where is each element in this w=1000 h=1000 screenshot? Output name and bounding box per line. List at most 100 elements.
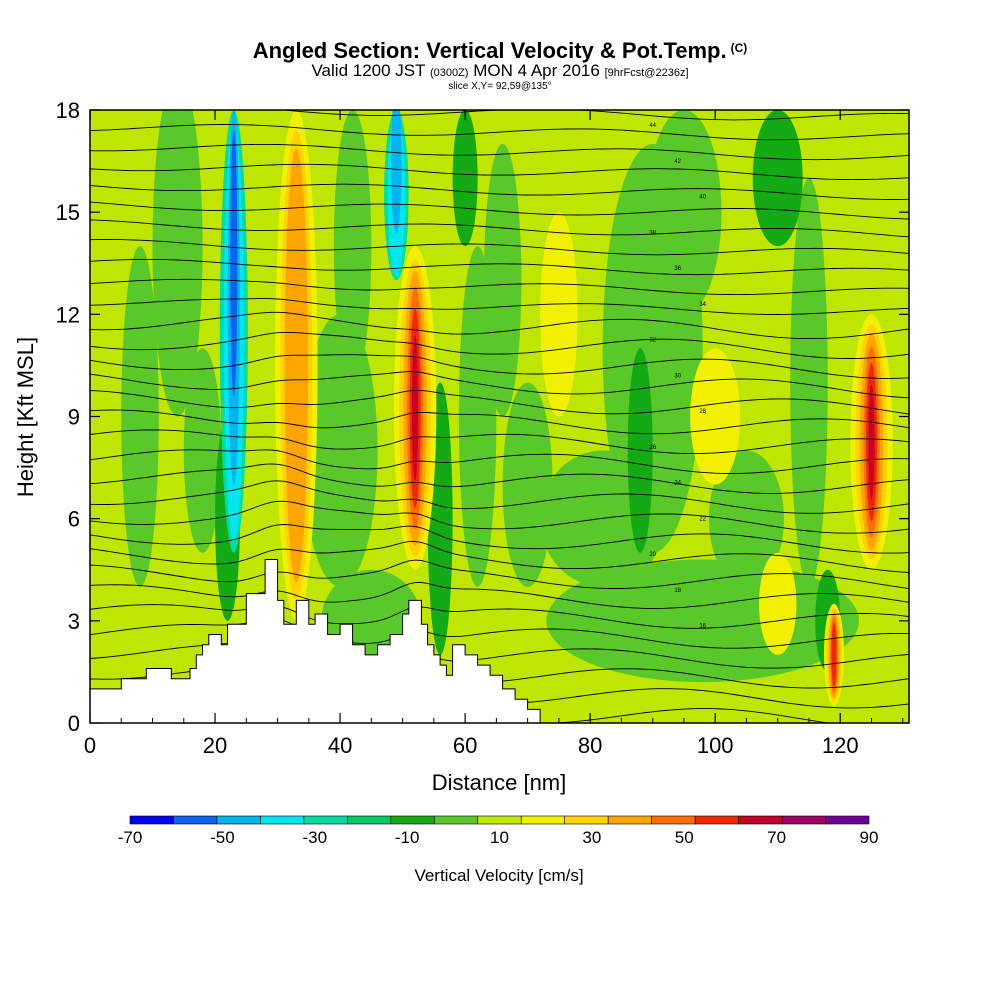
isentrope-line [90, 429, 909, 455]
x-tick-label: 20 [203, 733, 227, 758]
x-tick-label: 0 [84, 733, 96, 758]
weak-downdraft-area [183, 348, 222, 553]
chart-slice-label: slice X,Y= 92,59@135° [448, 81, 552, 92]
y-tick-label: 18 [56, 98, 80, 123]
updraft-core [831, 623, 837, 687]
isentrope-line [90, 618, 909, 649]
colorbar-tick-label: 10 [490, 828, 509, 847]
colorbar-swatch [520, 815, 566, 825]
isentrope-label: 32 [649, 338, 656, 344]
isentrope-line [90, 331, 909, 359]
colorbar-tick-label: 90 [860, 828, 879, 847]
colorbar-swatch [173, 815, 218, 825]
colorbar-swatch [390, 815, 435, 825]
colorbar-swatch [781, 815, 826, 825]
isentrope-label: 38 [649, 230, 656, 236]
weak-updraft-area [540, 212, 578, 417]
colorbar-tick-label: 50 [675, 828, 694, 847]
x-tick-label: 100 [697, 733, 734, 758]
y-tick-label: 15 [56, 200, 80, 225]
updraft-core [868, 384, 875, 500]
colorbar-swatch [607, 815, 652, 825]
isentrope-line [90, 219, 909, 238]
isentrope-line [90, 278, 909, 296]
isentrope-contours: 44 42 40 38 36 34 32 30 28 26 24 22 20 18 16 [90, 110, 909, 723]
isentrope-label: 44 [649, 123, 656, 129]
weak-downdraft-area [790, 178, 828, 587]
isentrope-line [90, 500, 909, 534]
colorbar-tick-label: 30 [582, 828, 601, 847]
isentrope-label: 16 [699, 624, 706, 630]
colorbar-swatch [433, 815, 479, 825]
colorbar-swatch [825, 815, 870, 825]
isentrope-label: 30 [674, 373, 681, 379]
colorbar-swatch [651, 815, 696, 825]
colorbar-swatch [260, 815, 305, 825]
colorbar-swatch [129, 815, 174, 825]
downdraft-core [391, 110, 402, 234]
weak-updraft-area [758, 552, 797, 655]
colorbar-swatch [303, 815, 348, 825]
isentrope-line [90, 258, 909, 276]
isentrope-line [90, 298, 909, 315]
colorbar-title: Vertical Velocity [cm/s] [414, 866, 583, 885]
isentrope-line [90, 582, 909, 609]
isentrope-line [90, 604, 909, 629]
colorbar-swatch [347, 815, 392, 825]
isentrope-line [90, 143, 909, 161]
isentrope-line [90, 524, 909, 554]
isentrope-line [90, 449, 909, 474]
isentrope-line [90, 311, 909, 340]
isentrope-line [90, 371, 909, 399]
y-tick-label: 9 [68, 405, 80, 430]
colorbar-tick-label: -50 [210, 828, 235, 847]
isentrope-label: 26 [649, 445, 656, 451]
weak-downdraft-area [502, 382, 553, 587]
y-tick-label: 0 [68, 711, 80, 736]
y-tick-label: 6 [68, 507, 80, 532]
weak-downdraft-area [708, 450, 784, 587]
isentrope-label: 34 [699, 302, 706, 308]
downdraft-core [230, 130, 238, 397]
weak-downdraft-area [302, 314, 378, 587]
x-tick-label: 80 [578, 733, 602, 758]
isentrope-line [90, 409, 909, 435]
downdraft-area [627, 348, 653, 553]
isentrope-line [90, 201, 909, 220]
weak-downdraft-area [121, 246, 159, 587]
chart-title-block: Angled Section: Vertical Velocity & Pot.… [0, 36, 1000, 93]
colorbar-swatch [694, 815, 739, 825]
terrain [89, 559, 541, 724]
isentrope-line [90, 239, 909, 256]
x-tick-label: 120 [822, 733, 859, 758]
x-tick-label: 40 [328, 733, 352, 758]
colorbar-swatch [477, 815, 522, 825]
downdraft-area [452, 110, 478, 247]
colorbar: -70 -50 -30 -10 10 30 50 70 90 [118, 815, 879, 847]
weak-downdraft-area [483, 144, 522, 417]
isentrope-label: 22 [699, 516, 706, 522]
colorbar-tick-label: 70 [767, 828, 786, 847]
isentrope-line [90, 354, 909, 379]
weak-downdraft-area [333, 110, 372, 383]
weak-downdraft-area [646, 110, 722, 315]
isentrope-line [90, 463, 909, 494]
isentrope-line [90, 559, 909, 590]
y-tick-label: 12 [56, 302, 80, 327]
colorbar-swatch [564, 815, 609, 825]
isentrope-line [90, 183, 909, 200]
isentrope-label: 18 [674, 588, 681, 594]
chart-subtitle: Valid 1200 JST (0300Z) MON 4 Apr 2016 [9… [311, 61, 689, 80]
y-tick-label: 3 [68, 609, 80, 634]
isentrope-label: 24 [674, 481, 681, 487]
velocity-field [90, 110, 909, 723]
colorbar-tick-label: -10 [395, 828, 420, 847]
isentrope-line [90, 389, 909, 415]
isentrope-label: 20 [649, 552, 656, 558]
isentrope-label: 28 [699, 409, 706, 415]
x-axis-title: Distance [nm] [432, 770, 567, 795]
colorbar-tick-label: -30 [302, 828, 327, 847]
weak-downdraft-area [152, 110, 203, 417]
